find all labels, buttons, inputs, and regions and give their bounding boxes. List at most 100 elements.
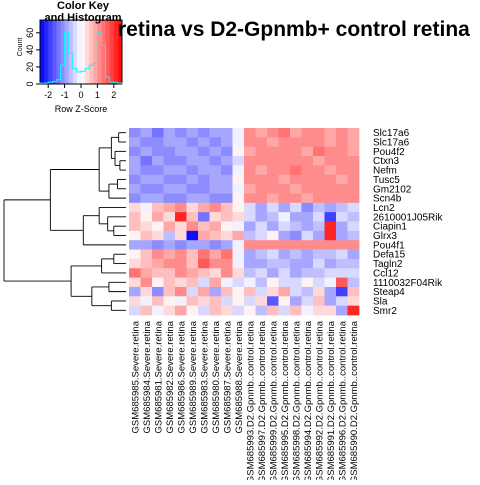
heatmap-cell <box>232 277 245 288</box>
heatmap-cell <box>313 268 325 278</box>
heatmap-cell <box>336 202 348 213</box>
heatmap-cell <box>186 146 199 157</box>
heatmap-cell <box>186 221 199 232</box>
color-key-x-tick-label: 2 <box>111 90 116 100</box>
heatmap-cell <box>198 296 210 307</box>
heatmap-cell <box>186 305 199 316</box>
heatmap-cell <box>232 286 245 297</box>
heatmap-cell <box>163 174 176 185</box>
heatmap-cell <box>232 174 245 185</box>
heatmap-cell <box>198 258 210 269</box>
row-label: Defa15 <box>373 250 406 261</box>
heatmap-cell <box>347 268 360 278</box>
heatmap-cell <box>175 258 187 269</box>
heatmap-cell <box>244 258 256 269</box>
heatmap-cell <box>129 258 141 269</box>
heatmap-cell <box>198 240 210 250</box>
heatmap-cell <box>278 258 291 269</box>
heatmap-cell <box>347 230 360 241</box>
heatmap-cell <box>313 156 325 166</box>
row-label: Pou4f1 <box>373 240 405 251</box>
heatmap-cell <box>313 128 325 138</box>
heatmap-cell <box>140 221 153 232</box>
heatmap-cell <box>232 202 245 213</box>
heatmap-cell <box>175 230 187 241</box>
heatmap-cell <box>278 212 291 222</box>
heatmap-cell <box>175 128 187 138</box>
heatmap-cell <box>140 174 153 185</box>
heatmap-cell <box>175 240 187 250</box>
heatmap-cell <box>267 193 279 204</box>
heatmap-cell <box>140 202 153 213</box>
heatmap-cell <box>301 137 314 148</box>
heatmap-cell <box>267 230 279 241</box>
heatmap-cell <box>186 165 199 176</box>
heatmap-cell <box>278 296 291 307</box>
heatmap-cell <box>232 258 245 269</box>
heatmap-cell <box>129 146 141 157</box>
heatmap-cell <box>290 174 302 185</box>
color-key-swatch <box>97 20 102 84</box>
heatmap-cell <box>267 221 279 232</box>
heatmap-cell <box>336 212 348 222</box>
heatmap-cell <box>290 249 302 260</box>
heatmap-cell <box>163 240 176 250</box>
heatmap-cell <box>221 249 233 260</box>
heatmap-cell <box>267 137 279 148</box>
color-key-swatch <box>64 20 70 84</box>
row-labels: Slc17a6Slc17a6Pou4f2Ctxn3NefmTusc5Gm2102… <box>373 128 443 317</box>
heatmap-cell <box>140 193 153 204</box>
color-key-y-tick-label: 20 <box>25 62 35 72</box>
color-key-swatch <box>60 20 66 84</box>
heatmap-cell <box>336 268 348 278</box>
heatmap-cell <box>278 137 291 148</box>
heatmap-cell <box>221 221 233 232</box>
color-key-ylabel: Count <box>17 38 24 57</box>
heatmap-cell <box>152 230 164 241</box>
heatmap-cell <box>175 137 187 148</box>
heatmap-cell <box>152 221 164 232</box>
heatmap-cell <box>324 258 337 269</box>
heatmap-cell <box>129 240 141 250</box>
color-key-swatch <box>105 20 111 84</box>
heatmap-cell <box>175 174 187 185</box>
heatmap-cell <box>221 240 233 250</box>
heatmap-cell <box>140 137 153 148</box>
color-key-swatch <box>52 20 57 84</box>
column-label: GSM685987.Severe.retina <box>222 320 233 433</box>
heatmap-cell <box>129 193 141 204</box>
heatmap-cell <box>267 296 279 307</box>
heatmap-cell <box>186 137 199 148</box>
heatmap-cell <box>129 221 141 232</box>
heatmap-cell <box>301 268 314 278</box>
heatmap-cell <box>336 146 348 157</box>
column-label: GSM685980.Severe.retina <box>211 320 222 433</box>
heatmap-cell <box>336 286 348 297</box>
heatmap-cell <box>163 165 176 176</box>
heatmap-cell <box>336 249 348 260</box>
heatmap-cell <box>209 156 222 166</box>
row-label: 1110032F04Rik <box>373 278 443 289</box>
heatmap-cell <box>186 184 199 194</box>
heatmap-cell <box>232 137 245 148</box>
heatmap-cell <box>198 249 210 260</box>
heatmap-cell <box>152 128 164 138</box>
heatmap-cell <box>232 165 245 176</box>
row-label: Sla <box>373 296 388 307</box>
heatmap-cell <box>313 202 325 213</box>
heatmap-cell <box>255 296 268 307</box>
heatmap-cell <box>347 184 360 194</box>
row-dendrogram <box>3 132 126 311</box>
column-labels: GSM685985.Severe.retina GSM685984.Severe.… <box>130 320 360 483</box>
heatmap-cell <box>278 268 291 278</box>
heatmap-cell <box>278 277 291 288</box>
heatmap-cell <box>290 305 302 316</box>
heatmap-cell <box>313 240 325 250</box>
heatmap-cell <box>198 156 210 166</box>
heatmap-cell <box>255 212 268 222</box>
heatmap-cell <box>152 165 164 176</box>
heatmap-cell <box>278 221 291 232</box>
heatmap-cell <box>267 240 279 250</box>
color-key-swatch <box>48 20 53 84</box>
